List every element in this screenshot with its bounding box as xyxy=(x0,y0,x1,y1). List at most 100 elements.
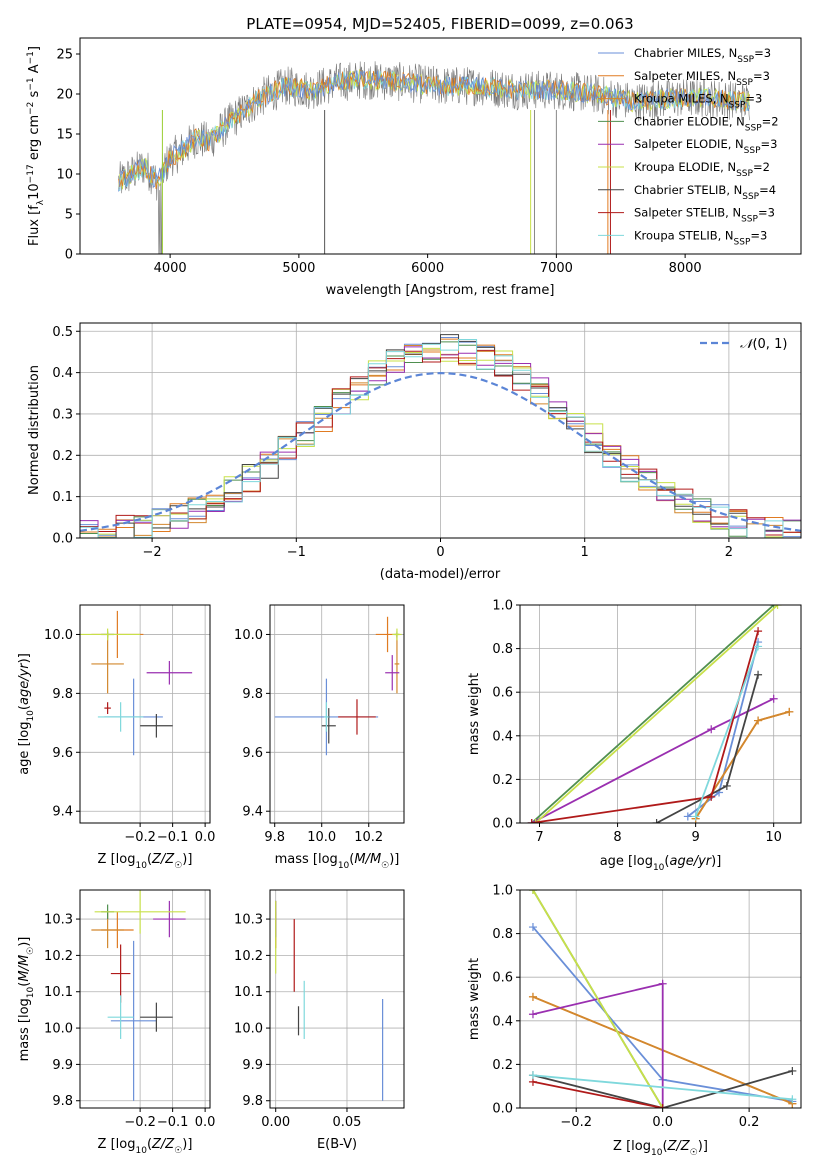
y-tick-label: 5 xyxy=(65,208,73,223)
y-tick-label: 10.0 xyxy=(44,628,73,643)
weight-series-6 xyxy=(652,670,763,823)
legend-label: Salpeter STELIB, NSSP=3 xyxy=(634,206,775,225)
x-axis-label: mass [log10(M/M☉)] xyxy=(275,852,400,871)
plot-area-spectrum xyxy=(118,61,750,254)
legend-item: Salpeter MILES, NSSP=3 xyxy=(598,69,770,88)
plot-area-residual_hist xyxy=(80,334,801,538)
x-tick-label: 0.00 xyxy=(261,1115,290,1130)
weight-marker xyxy=(528,1071,537,1080)
y-tick-label: 15 xyxy=(56,128,73,143)
errorbar-point-8 xyxy=(107,995,134,1039)
weight-marker xyxy=(754,642,763,651)
weight-marker xyxy=(707,725,716,734)
x-axis-label: Z [log10(Z/Z☉)] xyxy=(98,852,193,871)
y-tick-label: 10.0 xyxy=(44,1022,73,1037)
weight-line xyxy=(532,1074,793,1101)
y-tick-label: 10.1 xyxy=(234,985,263,1000)
x-tick-label: 0.0 xyxy=(652,1115,673,1130)
x-axis-label: wavelength [Angstrom, rest frame] xyxy=(326,283,555,298)
y-tick-label: 25 xyxy=(56,48,73,63)
weight-line xyxy=(694,646,759,817)
y-tick-label: 10.0 xyxy=(234,628,263,643)
legend-item: Chabrier ELODIE, NSSP=2 xyxy=(598,114,779,133)
x-tick-label: 0.2 xyxy=(739,1115,760,1130)
y-tick-label: 10 xyxy=(56,168,73,183)
legend-spectrum: Chabrier MILES, NSSP=3 Salpeter MILES, NS… xyxy=(598,46,779,247)
legend-item: Chabrier STELIB, NSSP=4 xyxy=(598,183,776,202)
y-tick-label: 9.9 xyxy=(242,1058,263,1073)
x-tick-label: −0.2 xyxy=(560,1115,592,1130)
y-tick-label: 10.3 xyxy=(234,913,263,928)
errorbar-point-8 xyxy=(324,702,329,732)
y-tick-label: 0.4 xyxy=(492,1014,513,1029)
weight-series-5 xyxy=(528,890,667,1108)
weight-marker xyxy=(773,605,782,609)
y-tick-label: 0.2 xyxy=(492,773,513,788)
weight-marker xyxy=(528,923,537,932)
weight-marker xyxy=(528,1010,537,1019)
y-axis-label: mass weight xyxy=(467,673,482,755)
weight-marker xyxy=(754,627,763,636)
plot-area-age_vs_Z xyxy=(80,610,193,756)
panel-spectrum: 4000 5000 6000 7000 8000 0 5 10 15 20 25 wavelength… xyxy=(26,37,802,298)
errorbar-point-2 xyxy=(91,634,124,694)
y-tick-label: 10.1 xyxy=(44,985,73,1000)
weight-line xyxy=(532,1080,663,1108)
y-tick-label: 0.2 xyxy=(492,1058,513,1073)
panel-mass_vs_ebv: 0.00 0.05 9.8 9.9 10.0 10.1 10.2 10.3 E(B-V) xyxy=(234,889,405,1152)
y-tick-label: 1.0 xyxy=(492,599,513,614)
weight-series-2 xyxy=(691,707,794,823)
panel-mass_vs_Z: −0.2 −0.1 0.0 9.8 9.9 10.0 10.1 10.2 10.3 Z [log1… xyxy=(17,889,215,1156)
y-tick-label: 0.4 xyxy=(52,366,73,381)
plot-area-age_vs_mass xyxy=(274,616,402,756)
y-tick-label: 0.3 xyxy=(52,407,73,422)
errorbar-point-4 xyxy=(146,660,193,685)
y-tick-label: 0.5 xyxy=(52,325,73,340)
x-tick-label: 2 xyxy=(725,545,733,560)
y-tick-label: 0.8 xyxy=(492,927,513,942)
x-tick-label: −0.1 xyxy=(157,1115,189,1130)
y-tick-label: 9.4 xyxy=(242,805,263,820)
weight-marker xyxy=(788,1095,797,1104)
panel-residual_hist: −2 −1 0 1 2 0.0 0.1 0.2 0.3 0.4 0.5 (data-model)/er… xyxy=(27,322,802,582)
weight-marker xyxy=(754,670,763,679)
y-tick-label: 0.6 xyxy=(492,971,513,986)
panel-age_vs_mass: 9.8 10.0 10.2 9.4 9.6 9.8 10.0 mass [log10(M/M☉… xyxy=(234,604,405,871)
y-tick-label: 10.2 xyxy=(44,949,73,964)
legend-item: Kroupa STELIB, NSSP=3 xyxy=(598,228,767,247)
weight-marker xyxy=(788,1066,797,1075)
weight-series-8 xyxy=(691,642,763,821)
x-tick-label: 0.0 xyxy=(195,830,216,845)
legend-label: Kroupa STELIB, NSSP=3 xyxy=(634,228,767,247)
legend-label: Chabrier ELODIE, NSSP=2 xyxy=(634,114,779,133)
x-tick-label: 0 xyxy=(436,545,444,560)
y-tick-label: 0 xyxy=(65,248,73,263)
weight-marker xyxy=(527,819,536,823)
weight-series-7 xyxy=(527,627,763,823)
y-tick-label: 9.4 xyxy=(52,805,73,820)
weight-marker xyxy=(652,819,661,823)
axes-frame xyxy=(519,889,802,1109)
x-tick-label: −0.2 xyxy=(124,830,156,845)
x-tick-label: −1 xyxy=(287,545,306,560)
plot-area-mass_vs_ebv xyxy=(275,900,384,1101)
y-axis-label: mass [log10(M/M☉)] xyxy=(17,937,36,1062)
normal-reference-curve xyxy=(80,371,801,532)
weight-line xyxy=(534,605,779,823)
errorbar-point-6 xyxy=(140,1002,173,1032)
x-tick-label: 4000 xyxy=(154,261,187,276)
legend-item: Chabrier MILES, NSSP=3 xyxy=(598,46,771,65)
weight-marker xyxy=(785,707,794,716)
weight-marker xyxy=(707,792,716,801)
axes-frame xyxy=(79,604,211,824)
y-tick-label: 10.3 xyxy=(44,913,73,928)
legend-histogram: 𝒩(0, 1) xyxy=(700,337,787,352)
errorbar-point-5 xyxy=(392,628,402,641)
y-tick-label: 0.1 xyxy=(52,490,73,505)
errorbar-point-7 xyxy=(338,699,376,735)
x-axis-label: (data-model)/error xyxy=(380,567,501,582)
y-tick-label: 0.6 xyxy=(492,686,513,701)
x-tick-label: −0.1 xyxy=(157,830,189,845)
errorbar-point-4 xyxy=(153,900,186,938)
plot-area-weight_vs_Z xyxy=(528,890,797,1108)
